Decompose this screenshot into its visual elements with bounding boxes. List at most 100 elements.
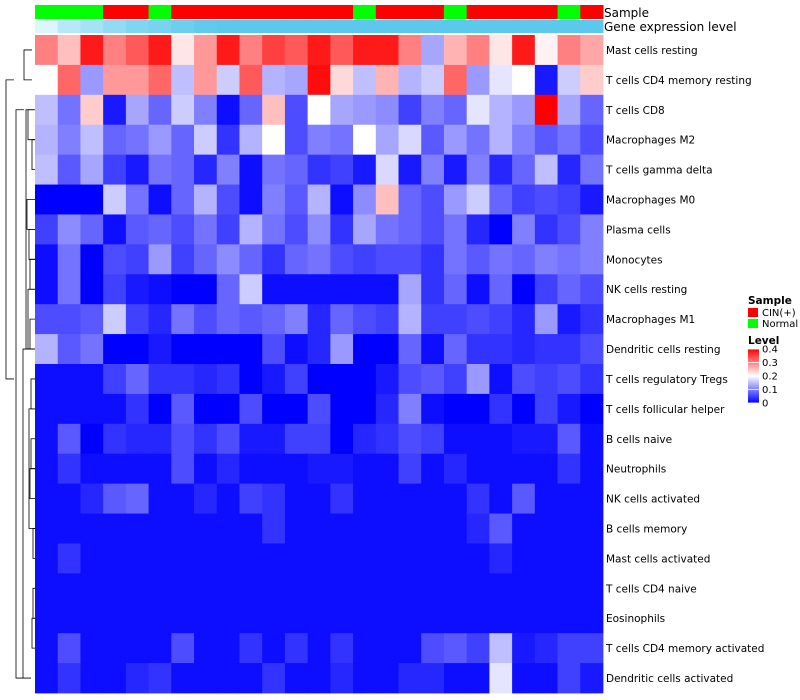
heatmap-cell xyxy=(262,304,286,335)
heatmap-cell xyxy=(307,184,331,215)
expression-track-cell xyxy=(194,20,218,33)
heatmap-cell xyxy=(330,543,354,574)
heatmap-cell xyxy=(443,334,468,365)
heatmap-cell xyxy=(353,663,377,694)
heatmap-cell xyxy=(262,483,286,514)
heatmap-cell xyxy=(284,94,309,126)
heatmap-cell xyxy=(443,603,468,634)
heatmap-cell xyxy=(35,154,59,185)
heatmap-cell xyxy=(80,364,104,395)
heatmap-cell xyxy=(353,453,377,485)
heatmap-cell xyxy=(307,214,331,245)
heatmap-cell xyxy=(512,124,536,156)
heatmap-cell xyxy=(80,513,104,544)
heatmap-cell xyxy=(534,334,558,365)
sample-track-cell xyxy=(148,5,172,19)
heatmap-cell xyxy=(375,513,399,544)
heatmap-cell xyxy=(194,334,218,365)
heatmap-cell xyxy=(125,214,149,245)
heatmap-cell xyxy=(284,64,309,96)
sample-track-cell xyxy=(398,5,422,19)
heatmap-cell xyxy=(125,274,149,305)
heatmap-cell xyxy=(125,483,149,514)
heatmap-cell xyxy=(534,453,558,485)
heatmap-cell xyxy=(375,453,399,485)
heatmap-cell xyxy=(353,334,377,365)
heatmap-cell xyxy=(80,214,104,245)
heatmap-cell xyxy=(534,633,558,664)
heatmap-cell xyxy=(171,543,195,574)
heatmap-cell xyxy=(148,603,172,634)
expression-track-cell xyxy=(557,20,581,33)
heatmap-cell xyxy=(125,513,149,544)
heatmap-cell xyxy=(421,124,445,156)
heatmap-cell xyxy=(125,35,149,66)
heatmap-cell xyxy=(512,663,536,694)
sample-track-cell xyxy=(35,5,59,19)
heatmap-cell xyxy=(466,124,490,156)
heatmap-cell xyxy=(103,304,127,335)
row-label: Macrophages M2 xyxy=(606,135,695,147)
heatmap-cell xyxy=(330,184,354,215)
heatmap-cell xyxy=(57,543,81,574)
heatmap-cell xyxy=(307,364,331,395)
heatmap-cell xyxy=(512,154,536,185)
heatmap-cell xyxy=(284,124,309,156)
heatmap-cell xyxy=(216,214,240,245)
heatmap-cell xyxy=(375,663,399,694)
heatmap-cell xyxy=(125,423,149,455)
heatmap-cell xyxy=(330,573,354,604)
heatmap-cell xyxy=(80,393,104,425)
heatmap-cell xyxy=(57,244,81,275)
heatmap-cell xyxy=(421,214,445,245)
heatmap-cell xyxy=(489,124,513,156)
heatmap-cell xyxy=(307,423,331,455)
heatmap-cell xyxy=(239,573,263,604)
heatmap-cell xyxy=(443,453,468,485)
heatmap-cell xyxy=(148,64,172,96)
heatmap-cell xyxy=(57,94,81,126)
heatmap-cell xyxy=(580,663,604,694)
heatmap-cell xyxy=(466,214,490,245)
sample-track-cell xyxy=(330,5,354,19)
heatmap-cell xyxy=(35,573,59,604)
heatmap-cell xyxy=(148,124,172,156)
heatmap-cell xyxy=(239,334,263,365)
sample-track-cell xyxy=(80,5,104,19)
heatmap-cell xyxy=(443,94,468,126)
heatmap-cell xyxy=(35,64,59,96)
heatmap-cell xyxy=(398,543,422,574)
sample-track-cell xyxy=(443,5,468,19)
heatmap-cell xyxy=(216,35,240,66)
heatmap-cell xyxy=(239,64,263,96)
heatmap-cell xyxy=(489,633,513,664)
heatmap-cell xyxy=(375,543,399,574)
heatmap-cell xyxy=(35,663,59,694)
dendrogram-branch xyxy=(5,79,14,380)
heatmap-cell xyxy=(216,663,240,694)
heatmap-cell xyxy=(375,633,399,664)
heatmap-cell xyxy=(125,603,149,634)
heatmap-cell xyxy=(557,393,581,425)
sample-track-cell xyxy=(57,5,81,19)
heatmap-cell xyxy=(262,663,286,694)
heatmap-cell xyxy=(35,483,59,514)
heatmap-cell xyxy=(557,663,581,694)
heatmap-cell xyxy=(330,364,354,395)
heatmap-cell xyxy=(239,274,263,305)
heatmap-cell xyxy=(171,184,195,215)
heatmap-cell xyxy=(57,483,81,514)
row-label: Monocytes xyxy=(606,254,663,266)
heatmap-cell xyxy=(534,304,558,335)
heatmap-cell xyxy=(171,663,195,694)
heatmap-cell xyxy=(443,483,468,514)
heatmap-cell xyxy=(125,543,149,574)
heatmap-cell xyxy=(148,274,172,305)
heatmap-cell xyxy=(103,274,127,305)
heatmap-cell xyxy=(375,274,399,305)
heatmap-cell xyxy=(330,94,354,126)
heatmap-cell xyxy=(330,423,354,455)
legend: Sample CIN(+) Normal Level 0 0.1 0.2 0.3 0.4 xyxy=(748,295,798,410)
heatmap-cell xyxy=(330,154,354,185)
heatmap-cell xyxy=(330,244,354,275)
